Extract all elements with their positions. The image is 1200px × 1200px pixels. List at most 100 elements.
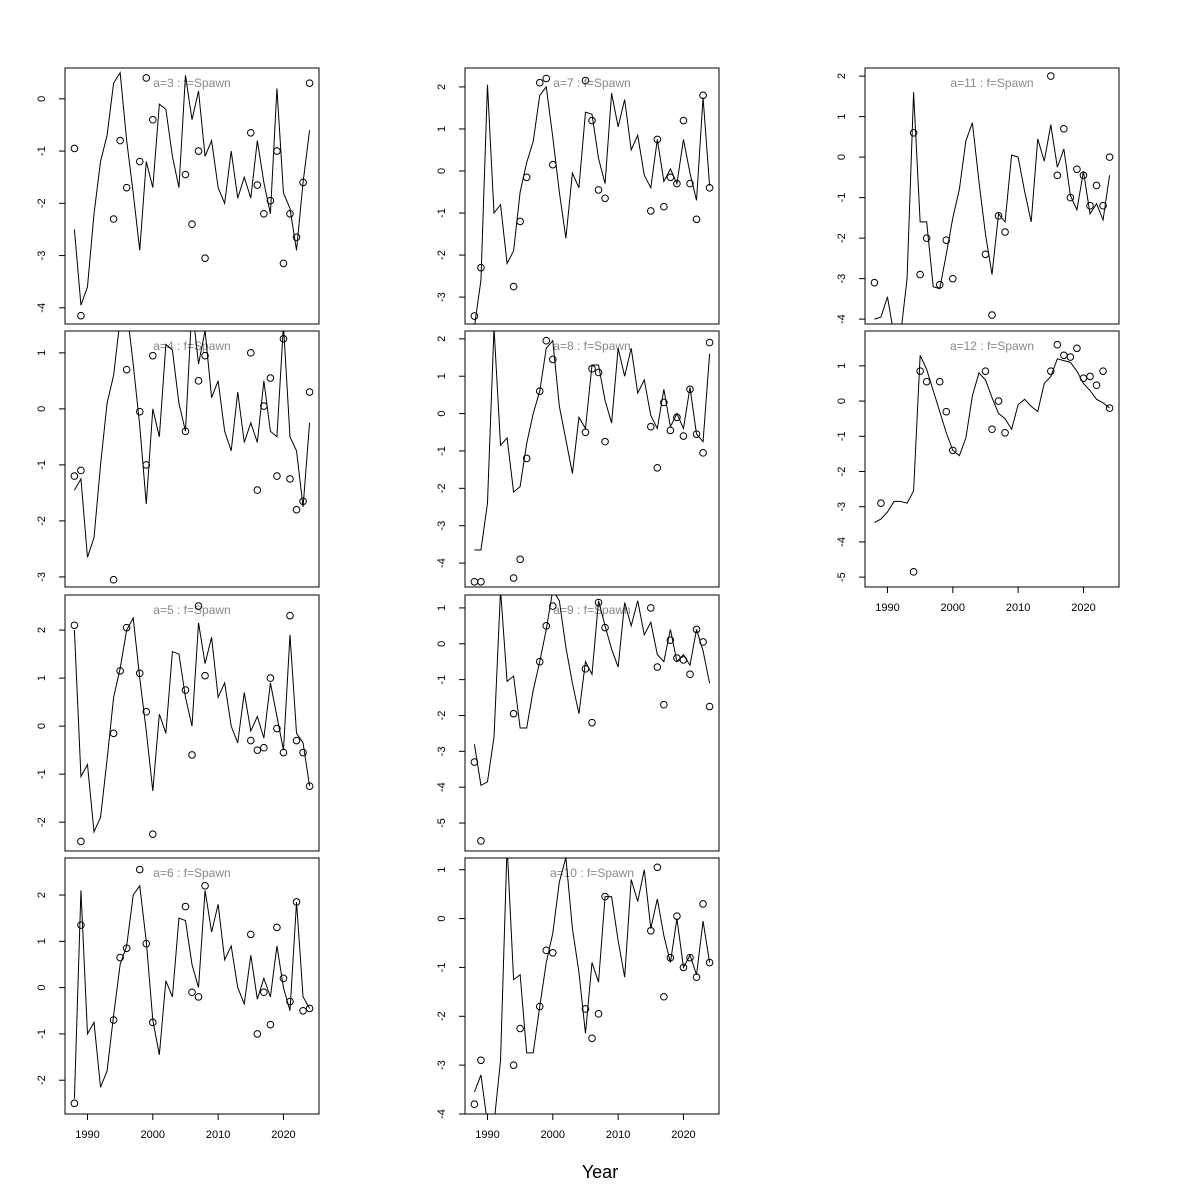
data-point [1066,353,1075,361]
series-line [874,355,1110,524]
plot-area [70,71,314,320]
data-point [149,830,157,838]
y-tick-label: -4 [36,303,48,313]
panel-title: a=11 : f=Spawn [950,76,1033,90]
panel: a=8 : f=Spawn -4 -3 -2 -1 0 1 2 [436,330,720,588]
data-point [1073,344,1081,353]
plot-area [470,595,714,845]
plot-frame [464,67,720,325]
data-point [77,837,85,846]
data-point [279,748,288,757]
plot-area [470,331,714,586]
data-point [542,74,551,83]
data-point [194,602,203,610]
data-point [686,385,694,394]
data-point [116,136,124,145]
data-point [509,282,518,291]
data-point [581,665,590,673]
data-point [594,1010,603,1018]
data-point [1105,404,1114,412]
data-point [942,236,951,244]
data-point [594,186,603,194]
y-tick-label: -4 [436,1109,448,1119]
data-point [692,625,701,634]
data-point [692,430,701,438]
data-point [273,472,281,480]
series-line [874,92,1111,324]
y-tick-label: 2 [436,336,448,342]
data-point [122,623,131,632]
data-point [1066,193,1075,202]
data-point [194,993,203,1001]
data-point [286,611,294,620]
data-point [601,892,609,901]
data-point [470,577,479,586]
data-point [705,958,714,967]
data-point [122,365,131,374]
data-point [516,1024,524,1033]
data-point [699,449,707,457]
y-tick-label: -1 [36,460,48,470]
y-tick-label: -1 [436,446,448,456]
y-tick-label: 0 [436,411,448,417]
series-line [73,616,311,834]
y-tick-label: -2 [36,817,48,827]
y-tick-label: 0 [36,96,48,102]
data-point [653,663,662,671]
data-point [653,135,662,144]
data-point [1092,181,1101,190]
data-point [194,377,203,385]
data-point [122,183,131,192]
y-tick-label: -1 [836,431,848,441]
data-point [1092,381,1101,390]
data-point [594,368,603,377]
data-point [292,505,301,514]
y-tick-label: 1 [436,605,448,611]
data-point [1053,340,1062,349]
y-tick-label: -1 [36,769,48,779]
data-point [77,311,85,320]
data-point [246,736,255,745]
data-point [260,402,268,410]
data-point [535,387,544,395]
data-point [581,76,590,85]
data-point [477,837,485,845]
data-point [188,751,196,759]
data-point [181,686,190,694]
y-tick-label: 0 [436,916,448,922]
data-point [1079,171,1088,180]
data-point [470,312,479,320]
series-line [73,71,311,306]
data-point [70,472,79,480]
data-point [188,988,196,997]
series-line [474,84,711,324]
data-point [477,263,485,272]
panel-title: a=8 : f=Spawn [553,339,630,353]
data-point [916,270,924,279]
data-point [516,555,524,564]
y-tick-label: -3 [436,292,448,302]
data-point [535,78,544,87]
y-tick-label: 0 [836,154,848,160]
panel-title: a=12 : f=Spawn [950,339,1034,353]
data-point [666,953,675,962]
y-tick-label: 0 [836,398,848,404]
data-point [299,178,307,187]
data-point [581,1005,590,1013]
data-point [981,250,990,259]
x-tick-label: 2000 [941,602,965,614]
data-point [253,1030,262,1038]
x-tick-label: 1990 [75,1129,99,1141]
x-axis-label: Year [582,1162,618,1182]
data-point [142,707,151,716]
data-point [935,280,944,289]
data-point [305,782,314,790]
data-point [692,973,701,982]
data-point [916,367,924,375]
data-point [299,748,307,757]
data-point [653,863,662,872]
data-point [142,939,151,948]
y-tick-label: 1 [436,373,448,379]
data-point [477,1056,485,1065]
